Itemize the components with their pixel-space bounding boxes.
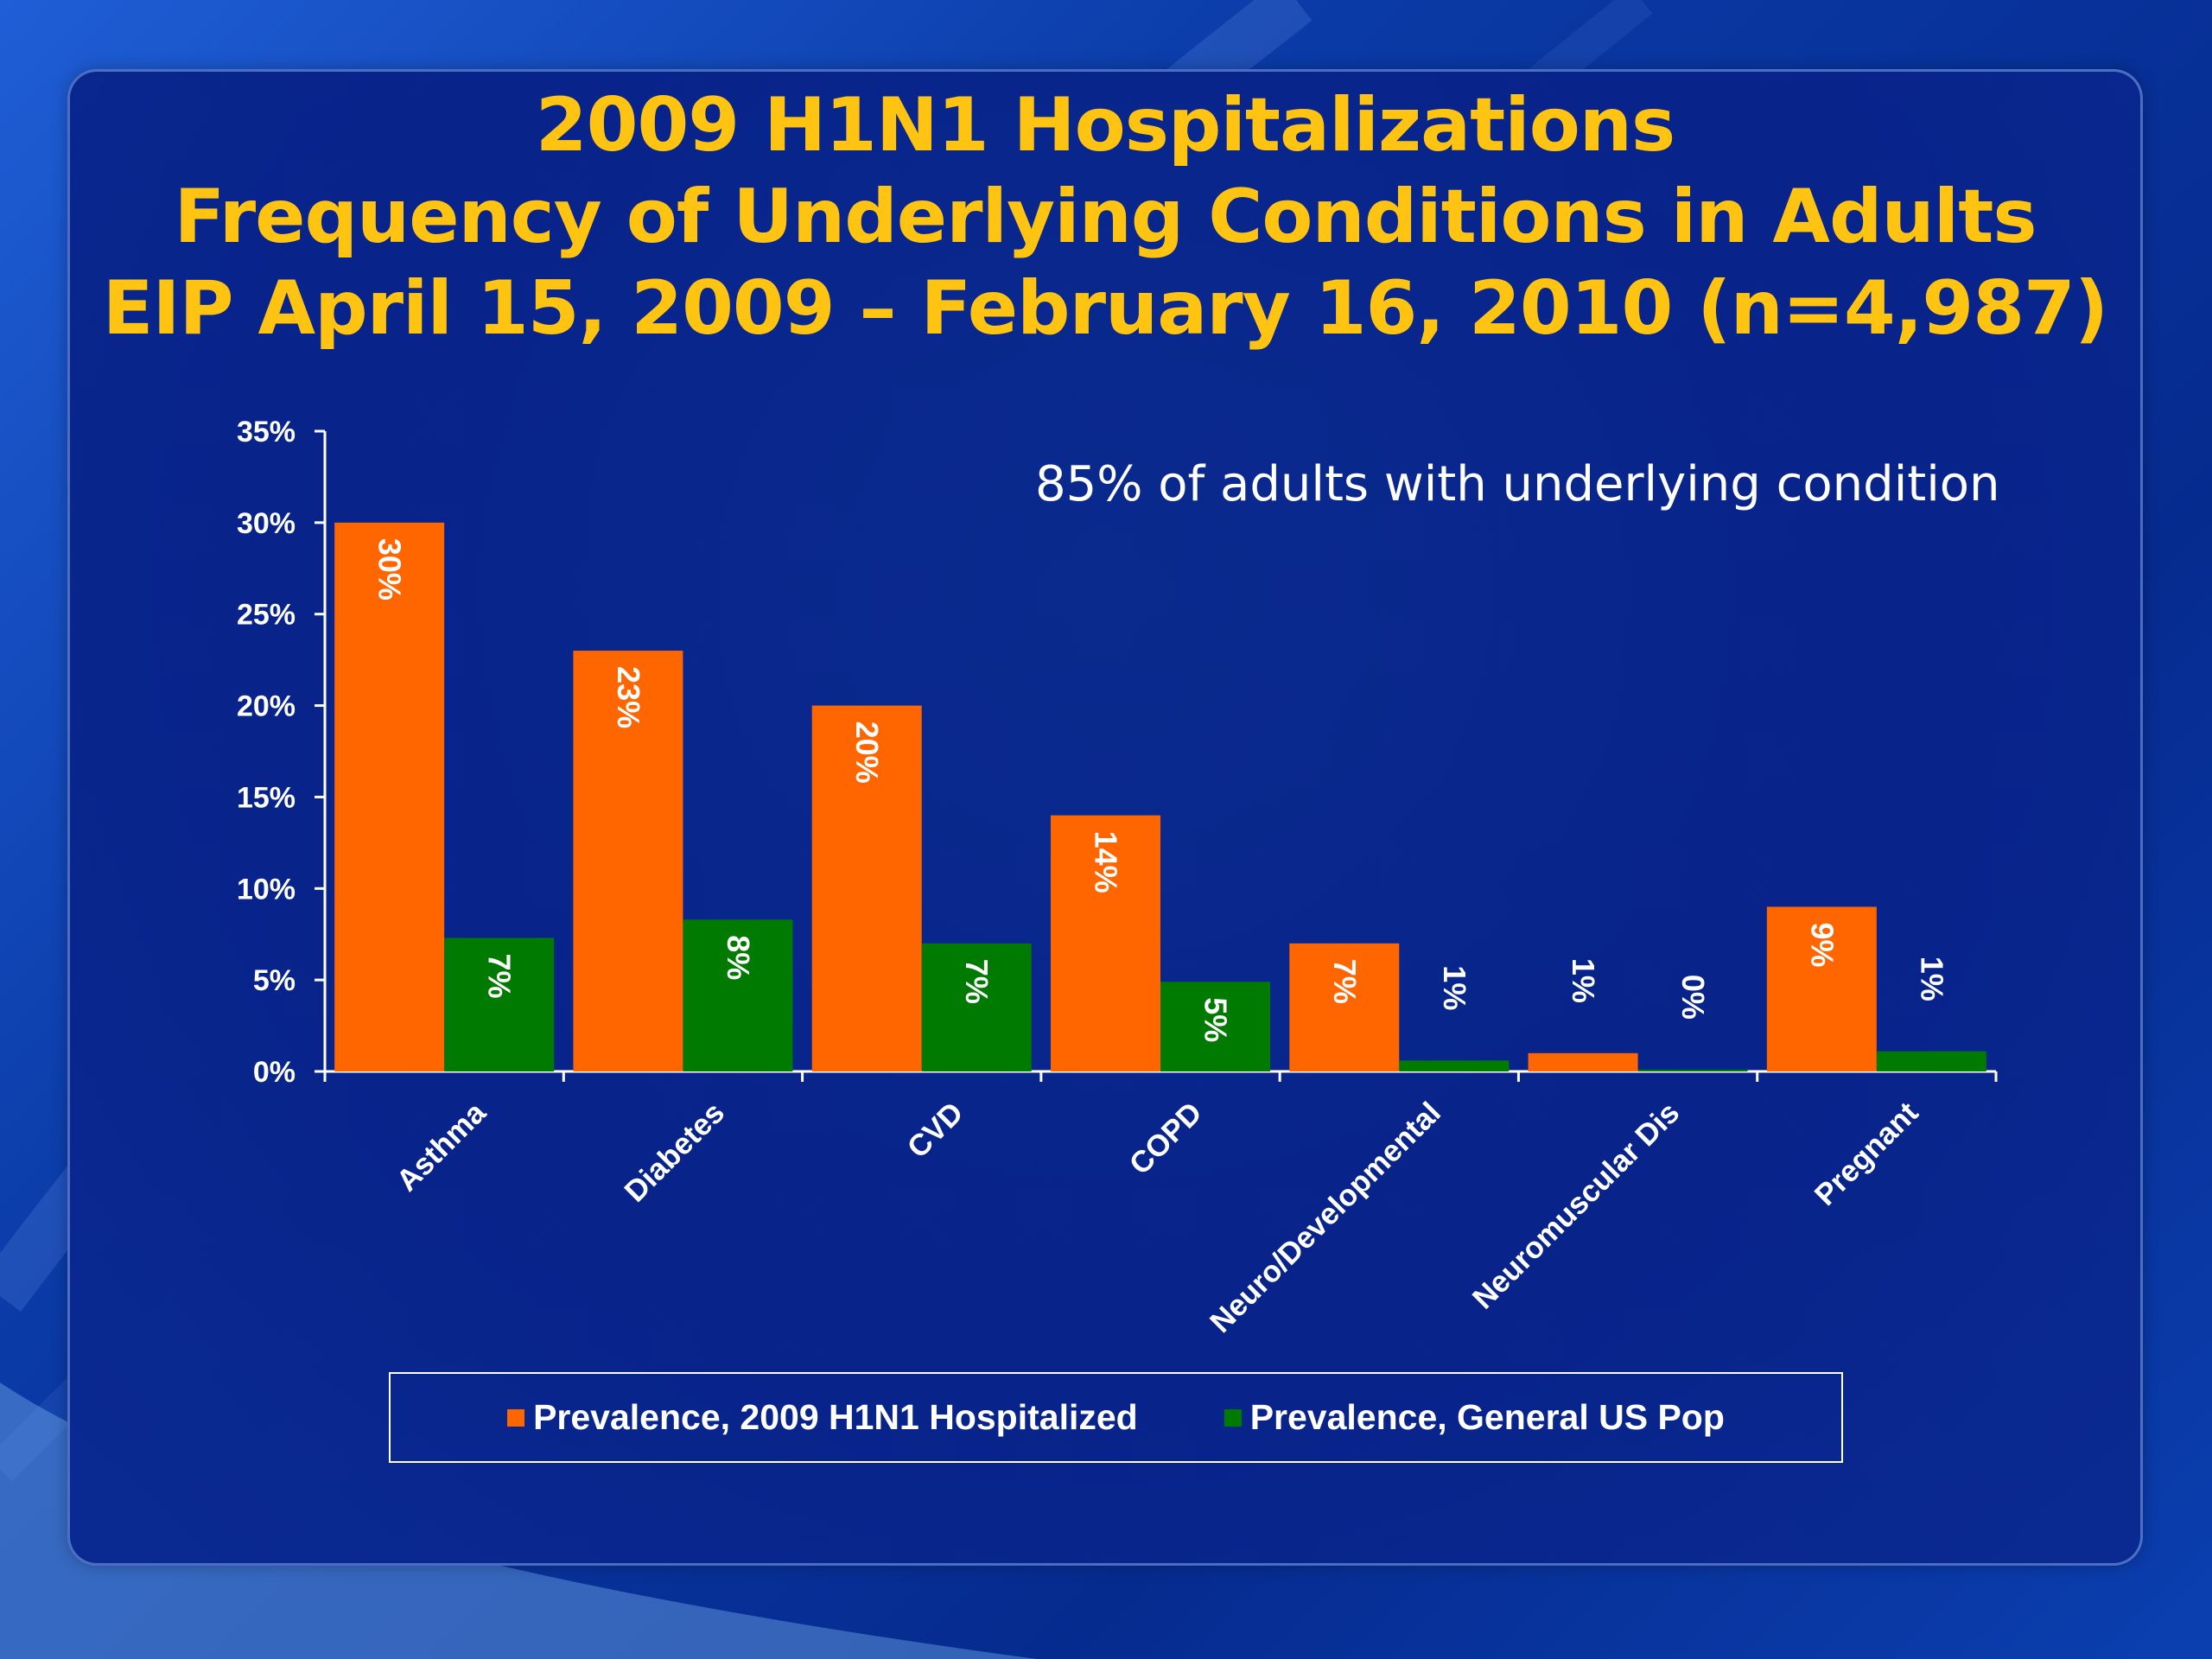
bar-general — [683, 919, 793, 1071]
bar-general — [1876, 1051, 1986, 1071]
legend-label-hospitalized: Prevalence, 2009 H1N1 Hospitalized — [533, 1397, 1138, 1437]
y-tick-label: 25% — [237, 599, 296, 632]
bar-general — [444, 938, 555, 1071]
data-label: 1% — [1437, 965, 1472, 1010]
data-label: 5% — [1198, 997, 1234, 1042]
legend-item-general: Prevalence, General US Pop — [1224, 1397, 1725, 1438]
legend-swatch-hospitalized — [507, 1408, 525, 1427]
y-tick-label: 0% — [253, 1056, 296, 1089]
bar-hospitalized — [1051, 815, 1160, 1071]
data-label: 1% — [1914, 957, 1949, 1001]
y-tick-label: 5% — [253, 964, 296, 997]
title-line-2: Frequency of Underlying Conditions in Ad… — [174, 174, 2037, 260]
chart-legend: Prevalence, 2009 H1N1 Hospitalized Preva… — [389, 1372, 1843, 1463]
legend-swatch-general — [1224, 1408, 1242, 1427]
data-label: 20% — [849, 721, 885, 784]
data-label: 30% — [372, 538, 408, 601]
x-tick-label: Pregnant — [1808, 1096, 1925, 1212]
bar-general — [921, 943, 1032, 1071]
y-tick-label: 20% — [237, 690, 296, 723]
y-tick-label: 35% — [237, 416, 296, 448]
y-tick-label: 15% — [237, 781, 296, 814]
chart-title: 2009 H1N1 Hospitalizations Frequency of … — [67, 79, 2143, 354]
bar-general — [1399, 1060, 1510, 1071]
annotation-text: 85% of adults with underlying condition — [1035, 456, 2000, 512]
data-label: 23% — [611, 666, 646, 728]
bar-hospitalized — [1528, 1052, 1638, 1071]
y-tick-label: 10% — [237, 873, 296, 906]
data-label: 8% — [721, 935, 756, 980]
data-label: 1% — [1566, 958, 1601, 1003]
bar-hospitalized — [573, 651, 683, 1071]
data-label: 0% — [1675, 975, 1711, 1020]
bar-hospitalized — [1289, 943, 1400, 1071]
legend-label-general: Prevalence, General US Pop — [1249, 1397, 1725, 1437]
bar-general — [1160, 982, 1270, 1071]
title-line-3: EIP April 15, 2009 – February 16, 2010 (… — [102, 265, 2108, 352]
title-line-1: 2009 H1N1 Hospitalizations — [535, 82, 1675, 168]
y-tick-label: 30% — [237, 507, 296, 540]
data-label: 7% — [482, 953, 518, 998]
data-label: 7% — [959, 959, 995, 1004]
bar-hospitalized — [811, 705, 922, 1071]
bar-general — [1637, 1069, 1748, 1071]
x-tick-label: Diabetes — [618, 1096, 731, 1209]
legend-item-hospitalized: Prevalence, 2009 H1N1 Hospitalized — [507, 1397, 1138, 1438]
data-label: 7% — [1327, 959, 1363, 1004]
bar-hospitalized — [334, 522, 445, 1071]
x-tick-label: Neuro/Developmental — [1204, 1096, 1447, 1339]
data-label: 14% — [1089, 831, 1124, 893]
x-tick-label: COPD — [1123, 1096, 1209, 1181]
data-label: 9% — [1804, 922, 1840, 967]
x-tick-label: Neuromuscular Dis — [1466, 1096, 1687, 1316]
x-tick-label: CVD — [901, 1096, 970, 1165]
x-tick-label: Asthma — [390, 1096, 493, 1198]
bar-hospitalized — [1766, 906, 1877, 1071]
